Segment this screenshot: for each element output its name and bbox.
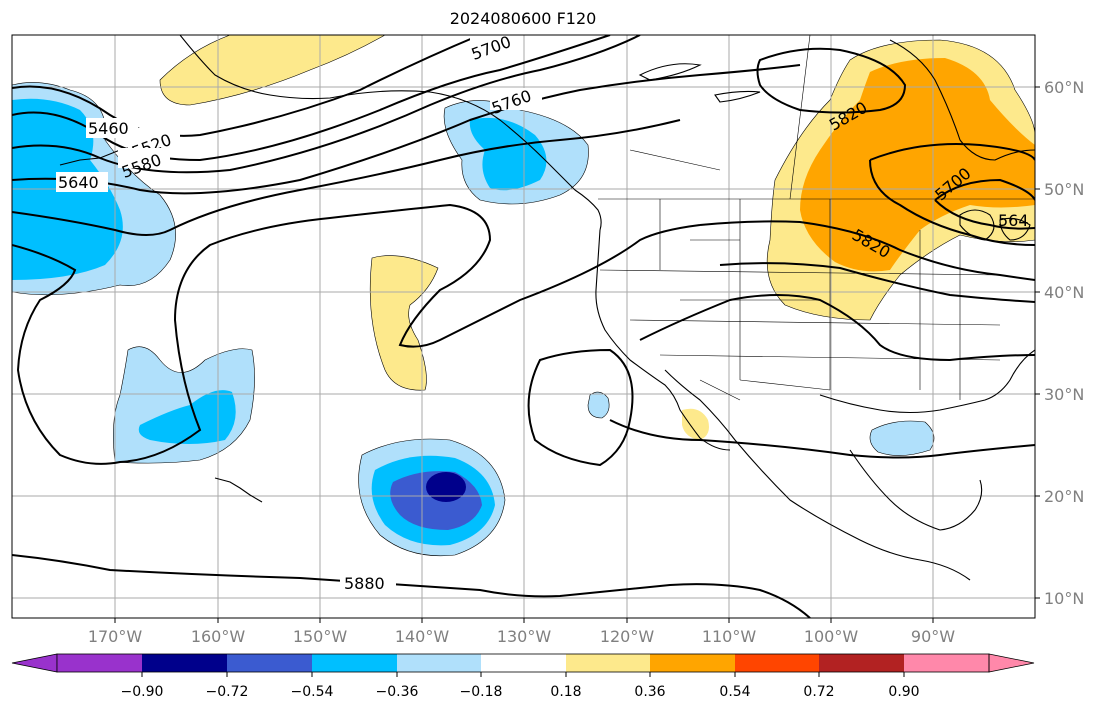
contour-label: 5460 [88, 119, 129, 138]
lon-label: 140°W [395, 627, 450, 646]
colorbar-swatch [650, 654, 735, 672]
contour-label-box-2 [490, 88, 542, 110]
lon-label: 100°W [804, 627, 859, 646]
colorbar-tick-label: 0.72 [803, 684, 834, 700]
latitude-ticks [1035, 86, 1040, 599]
contour-label-box-4 [128, 128, 180, 148]
contour-label: 5640 [58, 173, 99, 192]
colorbar-extend-high [988, 653, 1035, 673]
colorbar-tick-label: 0.36 [634, 684, 665, 700]
colorbar: −0.90 −0.72 −0.54 −0.36 −0.18 0.18 0.36 … [11, 653, 1035, 700]
lon-label: 90°W [911, 627, 955, 646]
lat-label: 60°N [1044, 78, 1084, 97]
colorbar-tick-label: 0.54 [719, 684, 750, 700]
contour-label-box-5 [118, 148, 170, 168]
longitude-ticks [114, 618, 934, 623]
colorbar-swatch [481, 654, 566, 672]
contour-label-box-11 [340, 572, 396, 592]
lon-label: 150°W [293, 627, 348, 646]
lon-label: 130°W [497, 627, 552, 646]
lat-label: 30°N [1044, 385, 1084, 404]
colorbar-outline [56, 653, 990, 673]
colorbar-tick-label: −0.90 [121, 684, 164, 700]
anomaly-positive-mid-pacific [369, 255, 439, 391]
anomaly-positive-baja [682, 408, 709, 440]
colorbar-swatch [312, 654, 397, 672]
anomaly-negative-low-center [358, 438, 506, 557]
colorbar-tick-label: 0.90 [888, 684, 919, 700]
colorbar-tick-label: −0.72 [206, 684, 249, 700]
lon-label: 120°W [600, 627, 655, 646]
lon-label: 110°W [702, 627, 757, 646]
contour-label-box-6 [56, 172, 108, 192]
lat-label: 20°N [1044, 487, 1084, 506]
colorbar-extend-low [11, 653, 58, 673]
contour-label-box-3 [86, 118, 138, 138]
lat-label: 40°N [1044, 283, 1084, 302]
map-title: 2024080600 F120 [449, 9, 597, 28]
lon-label: 170°W [88, 627, 143, 646]
anomaly-negative-gulf-of-alaska [443, 100, 589, 205]
height-contours [12, 35, 1035, 618]
anomaly-negative-central-pacific [113, 346, 255, 464]
contour-label: 564 [998, 211, 1029, 230]
anomaly-negative-gulf-of-mexico [869, 420, 935, 456]
colorbar-tick-label: 0.18 [550, 684, 581, 700]
colorbar-swatch [566, 654, 650, 672]
colorbar-swatch [57, 654, 142, 672]
lon-label: 160°W [191, 627, 246, 646]
colorbar-tick-label: −0.36 [376, 684, 419, 700]
contour-label-box-1 [470, 35, 520, 57]
contour-label: 5880 [344, 574, 385, 593]
colorbar-tick-label: −0.54 [291, 684, 334, 700]
colorbar-swatch [397, 654, 481, 672]
graticule [12, 35, 1035, 618]
colorbar-tick-label: −0.18 [460, 684, 503, 700]
colorbar-swatch [227, 654, 312, 672]
lat-label: 50°N [1044, 180, 1084, 199]
anomaly-negative-small [587, 391, 610, 419]
lat-label: 10°N [1044, 589, 1084, 608]
colorbar-swatch [142, 654, 227, 672]
colorbar-swatch [819, 654, 904, 672]
colorbar-swatch [904, 654, 989, 672]
colorbar-swatch [735, 654, 819, 672]
